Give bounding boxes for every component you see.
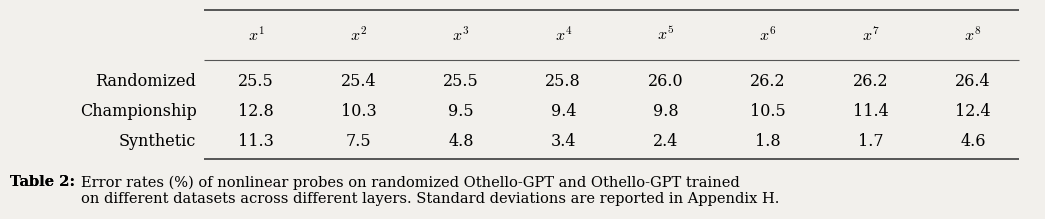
Text: $x^3$: $x^3$ <box>452 26 469 44</box>
Text: 10.3: 10.3 <box>341 103 376 120</box>
Text: Synthetic: Synthetic <box>119 133 196 150</box>
Text: $x^6$: $x^6$ <box>760 26 776 44</box>
Text: $x^2$: $x^2$ <box>350 26 367 44</box>
Text: 4.8: 4.8 <box>448 133 473 150</box>
Text: 26.0: 26.0 <box>648 72 683 90</box>
Text: 1.7: 1.7 <box>858 133 883 150</box>
Text: $x^7$: $x^7$ <box>862 26 879 44</box>
Text: 25.8: 25.8 <box>545 72 581 90</box>
Text: 26.2: 26.2 <box>853 72 888 90</box>
Text: 4.6: 4.6 <box>960 133 985 150</box>
Text: Table 2:: Table 2: <box>10 175 80 189</box>
Text: 3.4: 3.4 <box>551 133 576 150</box>
Text: Championship: Championship <box>79 103 196 120</box>
Text: 1.8: 1.8 <box>756 133 781 150</box>
Text: 26.4: 26.4 <box>955 72 991 90</box>
Text: $x^5$: $x^5$ <box>657 26 674 44</box>
Text: 9.4: 9.4 <box>551 103 576 120</box>
Text: $x^1$: $x^1$ <box>248 26 264 44</box>
Text: 25.5: 25.5 <box>443 72 479 90</box>
Text: 25.4: 25.4 <box>341 72 376 90</box>
Text: 2.4: 2.4 <box>653 133 678 150</box>
Text: 12.8: 12.8 <box>238 103 274 120</box>
Text: 12.4: 12.4 <box>955 103 991 120</box>
Text: 11.3: 11.3 <box>238 133 274 150</box>
Text: 7.5: 7.5 <box>346 133 371 150</box>
Text: $x^8$: $x^8$ <box>965 26 981 44</box>
Text: Randomized: Randomized <box>95 72 196 90</box>
Text: Table 2:: Table 2: <box>10 175 80 189</box>
Text: 10.5: 10.5 <box>750 103 786 120</box>
Text: 26.2: 26.2 <box>750 72 786 90</box>
Text: 9.5: 9.5 <box>448 103 473 120</box>
Text: 9.8: 9.8 <box>653 103 678 120</box>
Text: $x^4$: $x^4$ <box>555 26 572 44</box>
Text: Error rates (%) of nonlinear probes on randomized Othello-GPT and Othello-GPT tr: Error rates (%) of nonlinear probes on r… <box>80 175 779 206</box>
Text: 11.4: 11.4 <box>853 103 888 120</box>
Text: 25.5: 25.5 <box>238 72 274 90</box>
